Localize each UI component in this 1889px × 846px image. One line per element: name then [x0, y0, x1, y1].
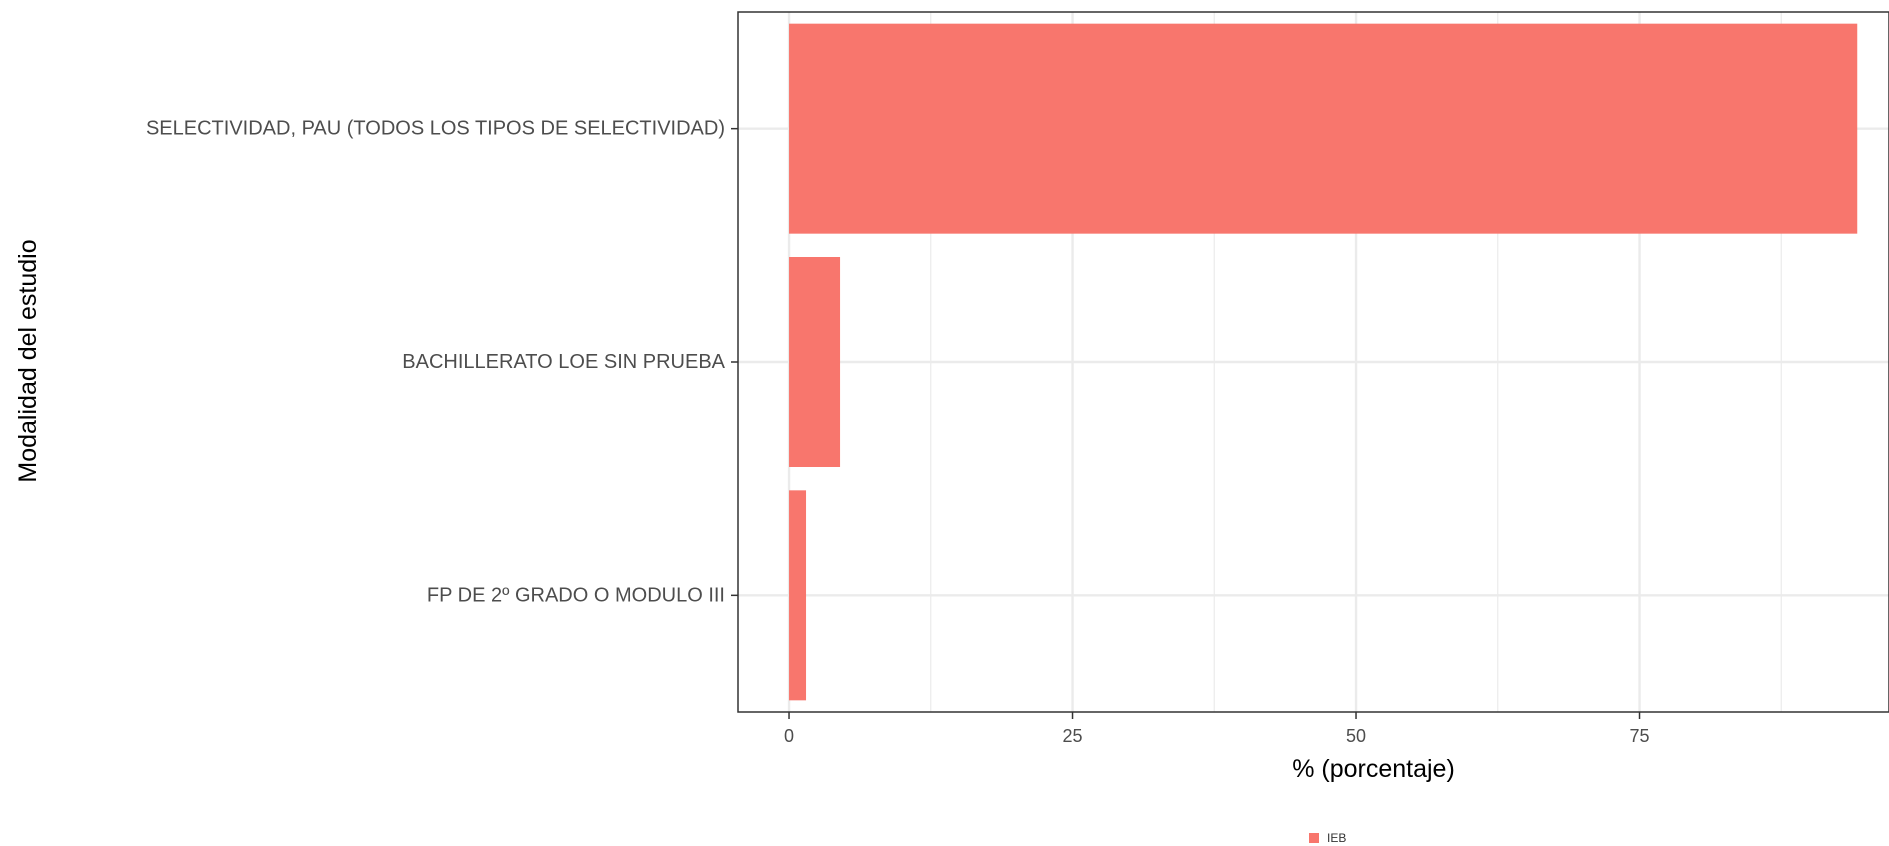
category-label: FP DE 2º GRADO O MODULO III	[427, 584, 725, 606]
legend-key-ieb	[1309, 833, 1319, 843]
bar-3	[789, 490, 806, 700]
y-axis-title: Modalidad del estudio	[14, 239, 42, 482]
legend-label-ieb: IEB	[1327, 831, 1346, 845]
x-axis-title: % (porcentaje)	[1292, 755, 1455, 783]
x-tick-label: 50	[1346, 726, 1366, 746]
category-label: BACHILLERATO LOE SIN PRUEBA	[402, 351, 725, 373]
x-tick-label: 25	[1063, 726, 1083, 746]
x-tick-label: 0	[784, 726, 794, 746]
x-tick-label: 75	[1630, 726, 1650, 746]
bar-2	[789, 257, 840, 467]
category-label: SELECTIVIDAD, PAU (TODOS LOS TIPOS DE SE…	[146, 118, 725, 140]
legend: IEB	[1309, 831, 1346, 845]
bar-1	[789, 24, 1857, 234]
